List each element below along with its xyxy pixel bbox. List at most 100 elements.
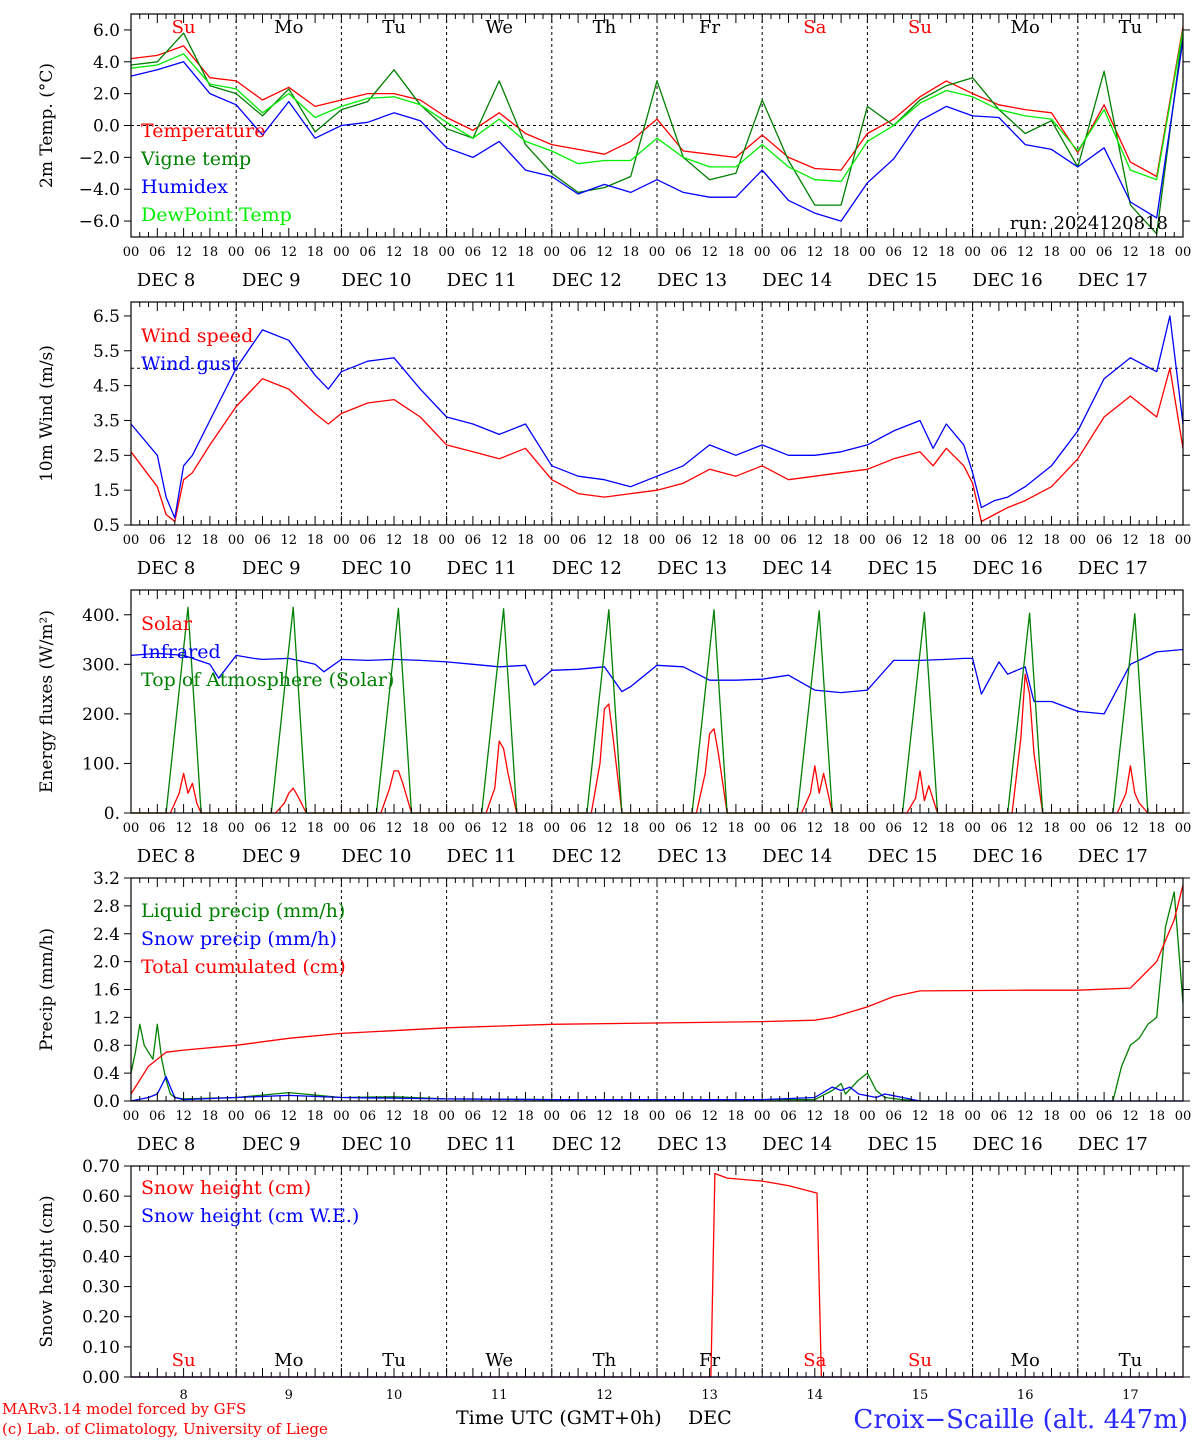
y-tick-label: 1.5	[93, 481, 120, 501]
hour-label: 06	[780, 533, 797, 548]
date-label: DEC 12	[552, 558, 622, 579]
hour-label: 12	[701, 1109, 718, 1124]
hour-label: 06	[885, 1109, 902, 1124]
date-label: DEC 14	[762, 1134, 832, 1155]
date-label: DEC 13	[657, 1134, 727, 1155]
weekday-label: Fr	[699, 17, 720, 38]
hour-label: 12	[386, 821, 403, 836]
y-tick-label: 2.4	[93, 925, 120, 945]
series-line	[130, 884, 1184, 1095]
hour-label: 18	[938, 1109, 955, 1124]
date-label: DEC 11	[447, 558, 517, 579]
hour-label: 12	[807, 533, 824, 548]
day-number-label: 10	[386, 1388, 403, 1403]
credit-line-2: (c) Lab. of Climatology, University of L…	[2, 1420, 328, 1438]
y-tick-label: 0.20	[82, 1308, 120, 1328]
hour-label: 12	[1017, 821, 1034, 836]
hour-label: 06	[359, 533, 376, 548]
legend-entry: Humidex	[141, 176, 228, 198]
hour-label: 18	[307, 245, 324, 260]
hour-label: 00	[333, 1109, 350, 1124]
hour-label: 18	[833, 1109, 850, 1124]
hour-label: 18	[202, 1109, 219, 1124]
y-tick-label: 6.0	[93, 21, 120, 41]
weekday-label: Mo	[1011, 1350, 1040, 1371]
hour-label: 06	[675, 533, 692, 548]
y-tick-label: 0.8	[93, 1036, 120, 1056]
hour-label: 12	[386, 245, 403, 260]
y-tick-label: 4.0	[93, 53, 120, 73]
legend-entry: Snow height (cm)	[141, 1177, 311, 1199]
y-tick-label: 0.0	[93, 1092, 120, 1112]
weekday-label: Th	[593, 17, 617, 38]
hour-label: 00	[859, 245, 876, 260]
y-tick-label: 0.60	[82, 1187, 120, 1207]
weekday-label: Su	[172, 17, 196, 38]
hour-label: 00	[649, 1109, 666, 1124]
hour-label: 06	[465, 821, 482, 836]
hour-label: 00	[1070, 245, 1087, 260]
hour-label: 06	[465, 533, 482, 548]
hour-label: 06	[570, 821, 587, 836]
hour-label: 06	[359, 821, 376, 836]
panel-snow: 0.00 0.10 0.20 0.30 0.40 0.50 0.60 0.70 Snow hei…	[37, 1157, 1190, 1403]
y-tick-label: 0.30	[82, 1278, 120, 1298]
y-tick-label: 2.8	[93, 897, 120, 917]
hour-label: 12	[596, 245, 613, 260]
hour-label: 06	[780, 245, 797, 260]
hour-label: 00	[754, 821, 771, 836]
date-label: DEC 10	[341, 1134, 411, 1155]
hour-label: 18	[728, 245, 745, 260]
weekday-label: Mo	[274, 1350, 303, 1371]
hour-label: 18	[622, 821, 639, 836]
hour-label: 12	[1122, 533, 1139, 548]
legend-entry: Infrared	[141, 641, 221, 663]
hour-label: 06	[149, 821, 166, 836]
series-line	[130, 26, 1184, 178]
hour-label: 18	[728, 1109, 745, 1124]
date-label: DEC 8	[137, 270, 196, 291]
footer: MARv3.14 model forced by GFS (c) Lab. of …	[2, 1400, 1188, 1438]
hour-label: 18	[307, 1109, 324, 1124]
day-number-label: 11	[491, 1388, 508, 1403]
legend-entry: DewPoint Temp	[141, 204, 292, 226]
y-axis-label: Energy fluxes (W/m²)	[37, 610, 57, 793]
y-tick-label: 0.40	[82, 1247, 120, 1267]
hour-label: 06	[465, 1109, 482, 1124]
hour-label: 00	[544, 1109, 561, 1124]
legend-entry: Wind gust	[141, 353, 239, 375]
hour-label: 00	[544, 821, 561, 836]
hour-label: 00	[228, 245, 245, 260]
hour-label: 18	[833, 533, 850, 548]
hour-label: 06	[149, 533, 166, 548]
date-label: DEC 11	[447, 270, 517, 291]
date-label: DEC 9	[242, 846, 301, 867]
y-tick-label: 400.	[82, 606, 120, 626]
y-tick-label: 2.5	[93, 446, 120, 466]
weekday-label: Tu	[382, 17, 406, 38]
hour-label: 00	[964, 1109, 981, 1124]
hour-label: 00	[964, 821, 981, 836]
hour-label: 12	[491, 245, 508, 260]
hour-label: 12	[491, 1109, 508, 1124]
station-label: Croix−Scaille (alt. 447m)	[853, 1405, 1188, 1435]
hour-label: 00	[228, 1109, 245, 1124]
series-line	[130, 29, 1184, 182]
date-label: DEC 16	[973, 1134, 1043, 1155]
hour-label: 12	[596, 533, 613, 548]
y-tick-label: 300.	[82, 655, 120, 675]
hour-label: 12	[807, 821, 824, 836]
date-label: DEC 8	[137, 558, 196, 579]
hour-label: 12	[491, 821, 508, 836]
hour-label: 00	[754, 1109, 771, 1124]
hour-label: 00	[1175, 533, 1192, 548]
hour-label: 06	[675, 821, 692, 836]
y-tick-label: 0.10	[82, 1338, 120, 1358]
date-label: DEC 16	[973, 846, 1043, 867]
hour-label: 12	[1122, 821, 1139, 836]
series-line	[131, 673, 1183, 814]
hour-label: 18	[1043, 533, 1060, 548]
hour-label: 12	[596, 821, 613, 836]
panel-energy: 0. 100. 200. 300. 400. Energy fluxes (W/m²) 00…	[37, 589, 1191, 867]
hour-label: 00	[228, 533, 245, 548]
